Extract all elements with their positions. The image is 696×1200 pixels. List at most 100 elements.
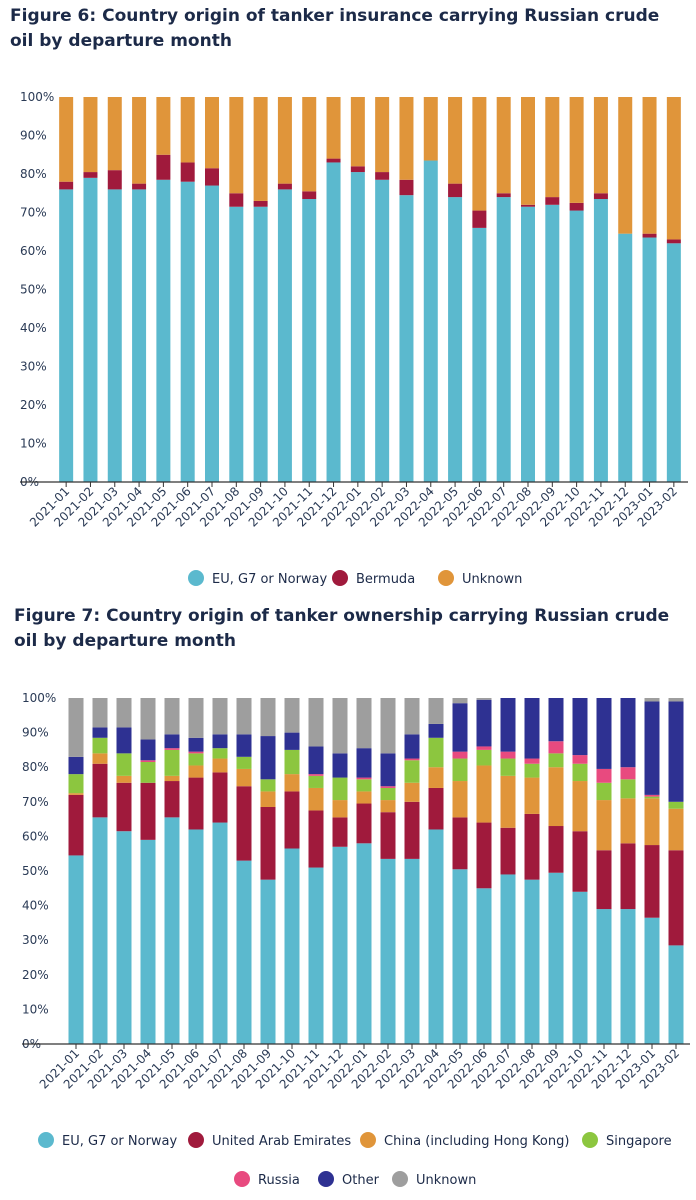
fig7-legend-label: Unknown: [416, 1173, 476, 1188]
fig7-bar-2021-03-unknown: [116, 698, 132, 728]
fig6-bar-2022-01-unknown: [350, 97, 365, 167]
fig7-bar-2022-01-unknown: [356, 698, 372, 749]
fig6-y-tick-label: 20%: [20, 398, 47, 412]
fig7-bar-2021-04-other: [140, 739, 156, 761]
fig6-legend-swatch: [438, 570, 454, 586]
fig6-bar-2022-10-eu-g7-or-norway: [569, 210, 584, 482]
fig6-bar-2021-01-bermuda: [59, 181, 74, 190]
fig7-bar-2021-03-singapore: [116, 753, 132, 776]
fig6-bar-2022-02-bermuda: [375, 172, 390, 180]
fig7-bar-2021-08-eu-g7-or-norway: [236, 860, 252, 1044]
fig7-bar-2022-03-united-arab-emirates: [404, 801, 420, 859]
fig7-bar-2022-06-united-arab-emirates: [476, 822, 492, 889]
fig7-legend-swatch: [38, 1132, 54, 1148]
fig7-bar-2022-06-russia: [476, 746, 492, 750]
fig7-bar-2022-01-united-arab-emirates: [356, 803, 372, 844]
fig6-bar-2022-05-bermuda: [448, 183, 463, 198]
fig7-bar-2021-07-other: [212, 734, 228, 749]
fig6-legend-label: EU, G7 or Norway: [212, 572, 328, 587]
fig7-bar-2021-03-other: [116, 727, 132, 754]
fig7-bar-2021-08-other: [236, 734, 252, 757]
fig6-y-tick-label: 50%: [20, 283, 47, 297]
fig6-bar-2021-08-bermuda: [229, 193, 244, 207]
fig7-bar-2023-01-other: [644, 701, 660, 795]
fig7-bar-2021-10-eu-g7-or-norway: [284, 848, 300, 1044]
fig7-bar-2021-10-china-including-hong-kong: [284, 774, 300, 792]
fig7-legend-swatch: [360, 1132, 376, 1148]
fig7-y-tick-label: 70%: [22, 795, 49, 809]
fig7-bar-2022-12-china-including-hong-kong: [620, 798, 636, 844]
fig7-bar-2021-06-united-arab-emirates: [188, 777, 204, 830]
fig7-bar-2023-01-unknown: [644, 698, 660, 702]
fig7-bar-2022-09-china-including-hong-kong: [548, 767, 564, 827]
fig6-bar-2023-02-eu-g7-or-norway: [666, 243, 681, 482]
fig6-bar-2021-09-eu-g7-or-norway: [253, 206, 268, 483]
fig6-bar-2021-09-unknown: [253, 97, 268, 201]
fig6-bar-2021-04-eu-g7-or-norway: [132, 189, 147, 482]
fig7-bar-2021-02-eu-g7-or-norway: [92, 817, 108, 1044]
fig6-y-tick-label: 80%: [20, 167, 47, 181]
fig7-bar-2021-04-singapore: [140, 762, 156, 783]
fig6-bar-2022-03-bermuda: [399, 179, 414, 196]
fig7-bar-2022-08-united-arab-emirates: [524, 813, 540, 880]
fig7-bar-2022-11-russia: [596, 768, 612, 783]
fig7-legend-label: Other: [342, 1173, 380, 1188]
fig6-bar-2021-03-unknown: [107, 97, 122, 171]
fig6-bar-2021-07-unknown: [205, 97, 219, 169]
fig7-bar-2021-06-other: [188, 737, 204, 752]
fig7-bar-2022-05-united-arab-emirates: [452, 817, 468, 870]
fig7-bar-2021-10-other: [284, 732, 300, 750]
fig7-bar-2022-02-eu-g7-or-norway: [380, 858, 396, 1044]
fig7-legend-swatch: [318, 1171, 334, 1187]
fig7-bar-2022-06-other: [476, 699, 492, 747]
fig6-bar-2021-08-unknown: [229, 97, 244, 194]
fig7-bar-2022-07-other: [500, 698, 516, 752]
fig7-bar-2021-02-unknown: [92, 698, 108, 728]
fig6-y-tick-label: 10%: [20, 437, 47, 451]
fig7-bar-2021-11-unknown: [308, 698, 324, 747]
fig6-bar-2021-05-unknown: [156, 97, 171, 155]
fig6-legend-label: Unknown: [462, 572, 522, 587]
fig7-bar-2023-01-eu-g7-or-norway: [644, 917, 660, 1044]
fig7-bar-2023-01-singapore: [644, 796, 660, 799]
fig6-bar-2022-06-unknown: [472, 97, 487, 211]
fig7-bar-2022-02-singapore: [380, 787, 396, 801]
fig7-bar-2021-12-unknown: [332, 698, 348, 754]
fig7-bar-2022-11-singapore: [596, 782, 612, 801]
fig7-legend-swatch: [582, 1132, 598, 1148]
figure-7-chart: 0%10%20%30%40%50%60%70%80%90%100%2021-01…: [22, 691, 690, 1188]
fig6-bar-2022-08-eu-g7-or-norway: [521, 206, 535, 483]
fig7-bar-2022-01-singapore: [356, 779, 372, 792]
fig7-bar-2022-03-singapore: [404, 760, 420, 783]
fig7-bar-2023-01-china-including-hong-kong: [644, 798, 660, 846]
fig6-bar-2022-08-unknown: [521, 97, 535, 205]
fig7-bar-2021-08-china-including-hong-kong: [236, 768, 252, 787]
fig6-bar-2021-05-bermuda: [156, 154, 171, 180]
fig6-bar-2021-10-unknown: [277, 97, 292, 184]
fig7-bar-2022-07-china-including-hong-kong: [500, 775, 516, 828]
fig7-bar-2021-11-singapore: [308, 775, 324, 788]
fig6-bar-2022-05-eu-g7-or-norway: [448, 197, 463, 482]
fig7-bar-2022-04-china-including-hong-kong: [428, 767, 444, 788]
fig7-bar-2021-05-unknown: [164, 698, 180, 735]
fig7-bar-2022-05-other: [452, 703, 468, 752]
fig7-bar-2022-11-eu-g7-or-norway: [596, 909, 612, 1044]
fig6-y-tick-label: 40%: [20, 321, 47, 335]
fig6-bar-2021-02-eu-g7-or-norway: [83, 177, 98, 482]
fig6-bar-2021-12-bermuda: [326, 158, 341, 163]
fig6-bar-2021-06-unknown: [180, 97, 195, 163]
fig6-bar-2023-02-unknown: [666, 97, 681, 240]
fig7-bar-2021-10-unknown: [284, 698, 300, 733]
fig7-legend-label: Singapore: [606, 1134, 672, 1149]
fig7-bar-2021-11-united-arab-emirates: [308, 810, 324, 868]
fig7-bar-2022-02-united-arab-emirates: [380, 812, 396, 859]
fig6-bar-2021-11-bermuda: [302, 191, 317, 200]
fig7-y-tick-label: 20%: [22, 968, 49, 982]
fig7-bar-2021-09-united-arab-emirates: [260, 806, 276, 880]
figure-7-title: Figure 7: Country origin of tanker owner…: [14, 606, 670, 651]
fig6-bar-2022-02-unknown: [375, 97, 390, 173]
fig7-bar-2022-07-singapore: [500, 758, 516, 776]
fig6-bar-2022-11-bermuda: [593, 193, 608, 200]
fig7-bar-2022-11-other: [596, 698, 612, 769]
fig6-bar-2021-07-eu-g7-or-norway: [205, 185, 219, 483]
